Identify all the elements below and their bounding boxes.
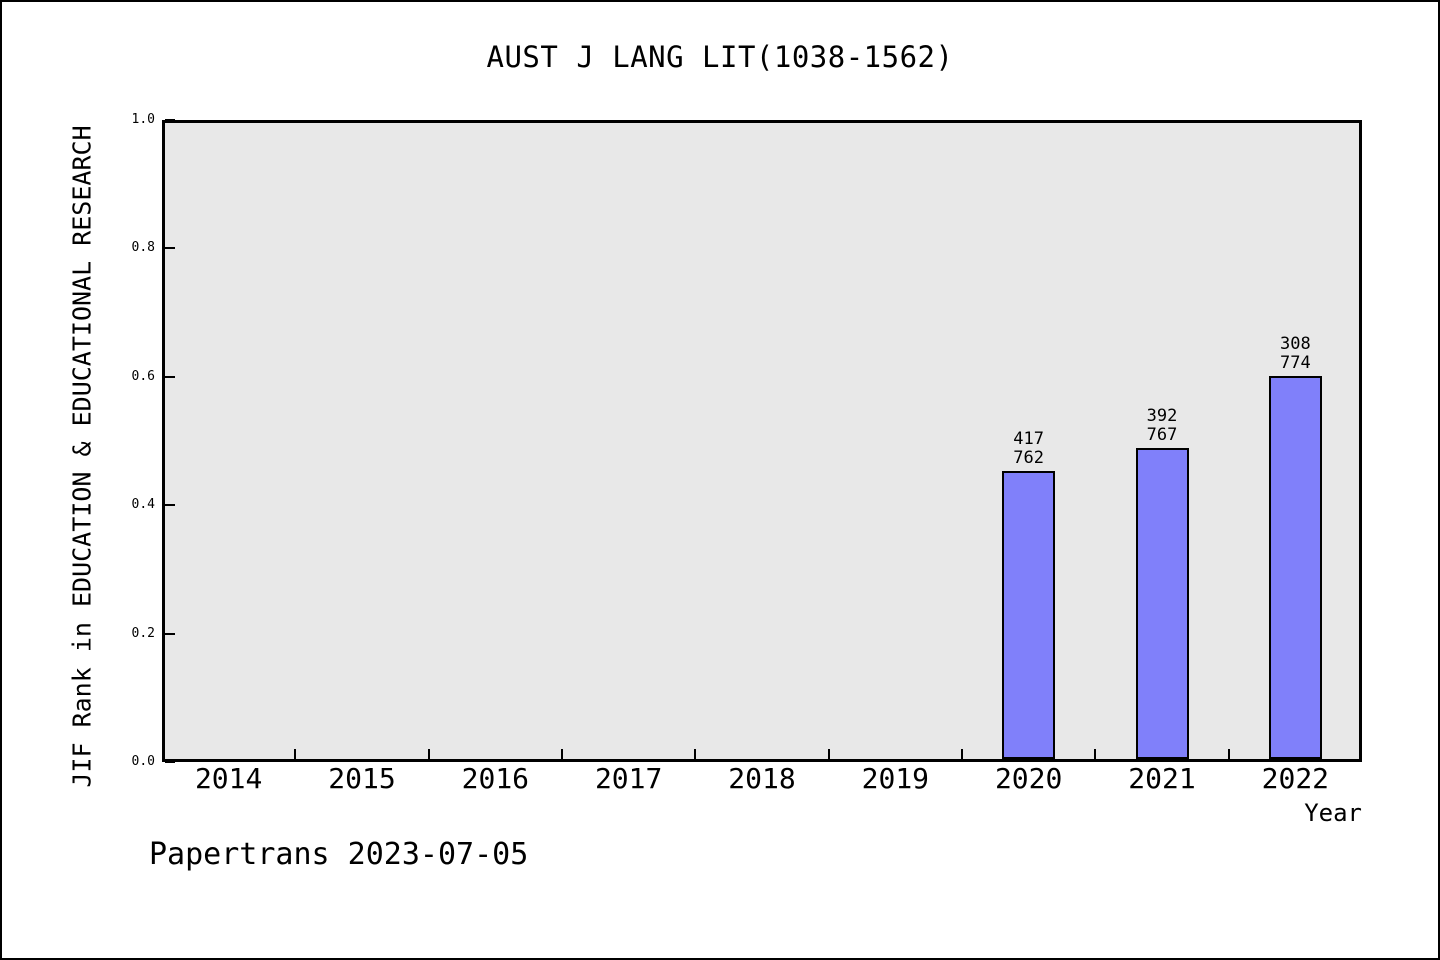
chart-title: AUST J LANG LIT(1038-1562): [486, 40, 954, 74]
bar-value-label-2021: 392 767: [1146, 406, 1178, 445]
y-tick-label: 0.0: [131, 754, 155, 769]
bar-value-label-2022: 308 774: [1279, 334, 1311, 373]
y-tick-mark: [165, 119, 175, 121]
x-tick-mark: [561, 749, 563, 759]
y-tick-mark: [165, 247, 175, 250]
x-tick-label: 2019: [861, 762, 930, 795]
y-tick-label: 0.4: [131, 497, 155, 513]
x-tick-label: 2017: [594, 762, 663, 795]
y-tick-mark: [165, 504, 175, 507]
x-tick-mark: [1227, 749, 1230, 759]
bar-2020: [1002, 471, 1055, 759]
y-tick-mark: [165, 375, 175, 378]
y-tick-label: 1.0: [131, 112, 155, 127]
y-axis-title: JIF Rank in EDUCATION & EDUCATIONAL RESE…: [67, 125, 97, 788]
x-tick-mark: [694, 749, 697, 759]
x-tick-mark: [294, 749, 297, 759]
bar-2022: [1269, 376, 1322, 759]
bar-value-label-2020: 417 762: [1013, 429, 1045, 468]
x-tick-mark: [427, 749, 430, 759]
x-tick-label: 2021: [1128, 762, 1196, 795]
x-tick-label: 2014: [194, 762, 263, 795]
x-tick-label: 2020: [994, 762, 1063, 795]
x-tick-mark: [827, 749, 830, 759]
x-tick-mark: [1094, 749, 1097, 759]
x-tick-label: 2018: [728, 762, 796, 795]
x-tick-label: 2022: [1261, 762, 1330, 795]
y-tick-label: 0.2: [131, 625, 155, 641]
bar-2021: [1136, 448, 1189, 759]
x-axis-title: Year: [1304, 799, 1362, 827]
x-tick-mark: [961, 749, 963, 759]
x-tick-label: 2016: [461, 762, 530, 795]
x-tick-label: 2015: [328, 762, 396, 795]
y-tick-label: 0.8: [131, 240, 155, 256]
footer-watermark: Papertrans 2023-07-05: [149, 837, 529, 872]
y-tick-label: 0.6: [131, 368, 155, 384]
y-tick-mark: [165, 632, 175, 635]
y-tick-mark: [165, 761, 175, 763]
